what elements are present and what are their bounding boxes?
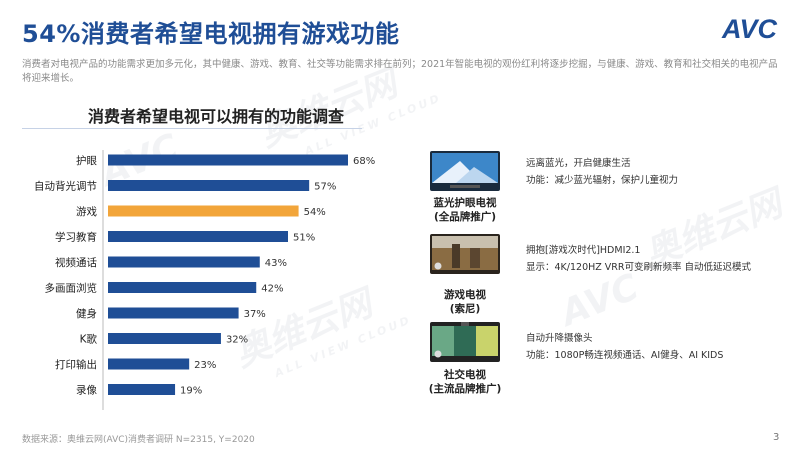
blue-light-tv-image: [430, 151, 500, 191]
chart-title: 消费者希望电视可以拥有的功能调查: [88, 107, 345, 126]
bar: [108, 384, 176, 395]
product-desc: 拥抱[游戏次时代]HDMI2.1 显示：4K/120HZ VRR可变刷新频率 自动…: [526, 245, 751, 273]
bar: [108, 307, 239, 319]
category-label: 视频通话: [55, 256, 97, 269]
page-number: 3: [773, 432, 780, 443]
product-name: 社交电视 (主流品牌推广): [428, 369, 502, 395]
bar-chart: 护眼 68% 自动背光调节 57% 游戏 54% 学习教育 51% 视频通话 43% 多画面浏览 42…: [34, 150, 375, 410]
bar: [108, 256, 260, 268]
bar: [108, 205, 299, 217]
logo-text: AVC: [721, 14, 778, 44]
value-label: 57%: [314, 182, 336, 193]
gaming-tv-image: [430, 234, 500, 274]
bar: [108, 333, 221, 344]
value-label: 23%: [194, 360, 216, 371]
category-label: 自动背光调节: [34, 180, 97, 193]
bar: [108, 282, 257, 293]
value-label: 32%: [226, 335, 248, 346]
value-label: 51%: [293, 233, 315, 244]
category-label: 护眼: [76, 154, 97, 167]
page-subtitle: 消费者对电视产品的功能需求更加多元化，其中健康、游戏、教育、社交等功能需求排在前…: [22, 59, 778, 84]
watermark-logo: AVC: [555, 266, 645, 335]
data-source: 数据来源：奥维云网(AVC)消费者调研 N=2315, Y=2020: [22, 435, 255, 445]
category-label: 打印输出: [55, 358, 97, 371]
value-label: 68%: [353, 156, 375, 167]
value-label: 37%: [244, 309, 266, 320]
category-label: 学习教育: [55, 231, 97, 244]
value-label: 42%: [261, 284, 283, 295]
product-desc: 远离蓝光，开启健康生活 功能：减少蓝光辐射，保护儿童视力: [526, 158, 679, 186]
bar: [108, 358, 190, 370]
category-label: 健身: [76, 307, 97, 320]
product-name: 游戏电视 (索尼): [444, 289, 486, 315]
category-label: 多画面浏览: [45, 282, 98, 295]
category-label: 录像: [76, 385, 97, 397]
product-name: 蓝光护眼电视 (全品牌推广): [433, 197, 497, 223]
value-label: 19%: [180, 386, 202, 397]
page-title: 54%消费者希望电视拥有游戏功能: [22, 20, 400, 48]
value-label: 54%: [304, 207, 326, 218]
bar: [108, 180, 310, 191]
bar: [108, 154, 348, 166]
bar: [108, 231, 288, 242]
value-label: 43%: [265, 258, 287, 269]
category-label: 游戏: [76, 205, 97, 218]
social-tv-image: [430, 322, 500, 362]
avc-logo: AVC: [721, 14, 778, 44]
product-desc: 自动升降摄像头 功能：1080P畅连视频通话、AI健身、AI KIDS: [526, 333, 724, 361]
chart-title-divider: [22, 128, 362, 129]
category-label: K歌: [80, 333, 98, 346]
